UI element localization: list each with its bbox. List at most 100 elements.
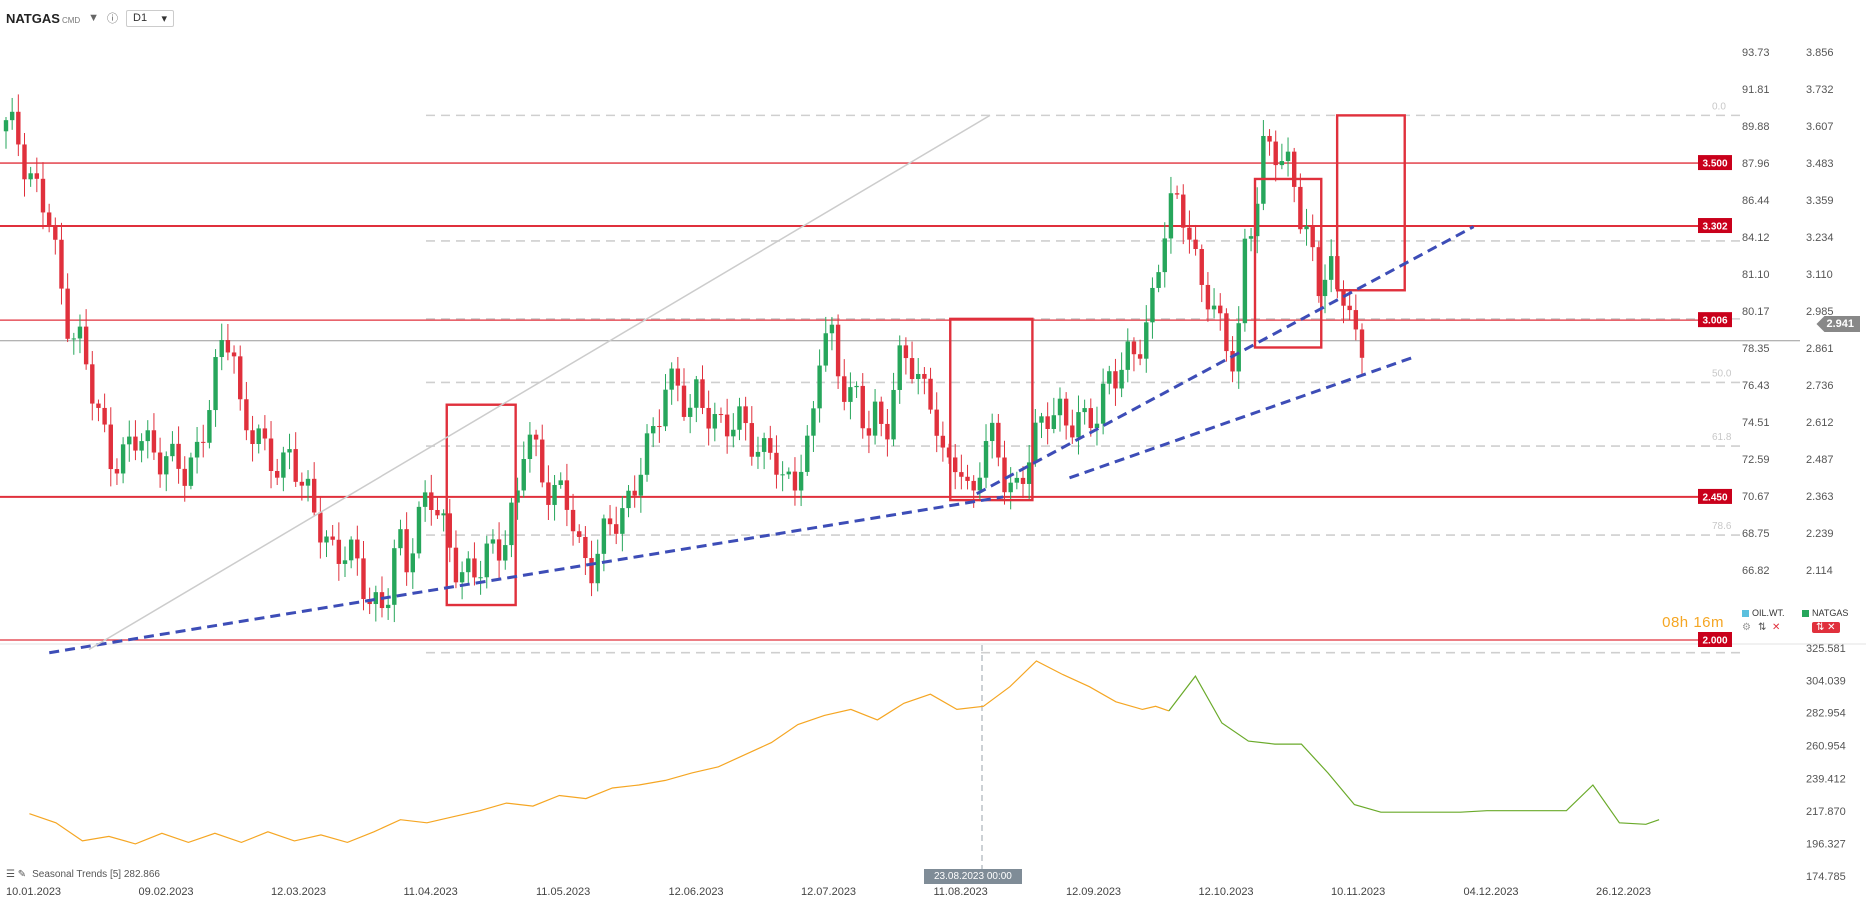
candle xyxy=(225,323,231,361)
candle-body xyxy=(829,324,835,334)
candle xyxy=(441,509,446,532)
candle xyxy=(552,474,557,521)
seasonal-label: Seasonal Trends [5] 282.866 xyxy=(32,869,160,880)
candle-body xyxy=(324,536,329,543)
candle xyxy=(533,429,539,457)
candle-body xyxy=(761,438,767,452)
legend-natgas[interactable]: NATGAS xyxy=(1802,608,1848,618)
candle xyxy=(860,373,865,439)
candle-body xyxy=(71,338,76,340)
candle xyxy=(595,539,600,592)
candle-body xyxy=(90,364,95,404)
secondary-axis-label: 70.67 xyxy=(1742,491,1770,503)
candle-body xyxy=(1205,284,1211,310)
candle xyxy=(724,398,730,454)
candle-body xyxy=(540,439,545,483)
candle xyxy=(1168,176,1174,254)
candle-body xyxy=(595,553,600,584)
candle-body xyxy=(3,120,9,132)
candle xyxy=(281,446,286,492)
candle xyxy=(1353,294,1359,341)
candle-body xyxy=(922,373,927,379)
candle-body xyxy=(1298,186,1303,230)
candle xyxy=(1144,305,1149,373)
candle xyxy=(102,393,107,433)
date-tick-label: 12.06.2023 xyxy=(669,886,724,898)
candle xyxy=(1199,244,1204,303)
candle-body xyxy=(1279,161,1285,166)
candle xyxy=(484,535,489,589)
candle xyxy=(496,522,502,579)
annotation-box-2 xyxy=(949,317,1034,502)
candle-body xyxy=(552,484,557,505)
candle-body xyxy=(311,478,317,513)
date-tick-label: 11.08.2023 xyxy=(934,886,988,898)
price-axis-label: 3.110 xyxy=(1806,269,1833,281)
candle xyxy=(903,337,909,375)
candle xyxy=(355,525,360,576)
seasonal-icon[interactable]: ☰ ✎ xyxy=(6,869,27,880)
candle xyxy=(133,420,138,461)
candle xyxy=(1267,129,1272,156)
candle xyxy=(392,539,397,623)
candle-body xyxy=(496,539,502,561)
symbol-name[interactable]: NATGAS xyxy=(6,10,60,26)
candle xyxy=(250,415,255,462)
candle-body xyxy=(244,399,249,431)
level-tag-text: 3.302 xyxy=(1702,222,1727,233)
candle xyxy=(835,314,841,389)
series-controls[interactable]: ⇅ ✕ xyxy=(1812,622,1840,633)
candle-body xyxy=(1039,416,1044,423)
sort-icon[interactable]: ⇅ xyxy=(1758,622,1767,633)
candle xyxy=(681,368,687,421)
candle-body xyxy=(1002,457,1007,493)
candle xyxy=(989,413,995,459)
exchange-label: CMD xyxy=(61,15,81,25)
candle xyxy=(1211,288,1217,319)
interval-select[interactable]: D1 ▾ xyxy=(126,9,175,27)
candle-body xyxy=(16,111,21,145)
candle xyxy=(515,477,520,520)
candle-body xyxy=(40,178,46,213)
candle xyxy=(823,316,828,372)
candle xyxy=(503,530,508,570)
info-icon[interactable]: ⓘ xyxy=(107,13,119,25)
legend-oil[interactable]: OIL.WT. xyxy=(1742,608,1785,618)
candle-body xyxy=(533,434,539,440)
candle-body xyxy=(515,490,520,503)
candle-body xyxy=(1119,369,1124,389)
candle xyxy=(336,522,342,581)
candle-body xyxy=(1162,238,1167,273)
candle xyxy=(318,496,323,559)
candle-body xyxy=(65,288,70,339)
candle-body xyxy=(774,452,779,475)
seasonal-axis-label: 239.412 xyxy=(1806,773,1846,785)
candle-body xyxy=(885,423,890,440)
candle xyxy=(946,443,952,464)
candle xyxy=(1076,395,1081,455)
candle xyxy=(965,464,970,490)
candle-body xyxy=(1020,477,1026,484)
candle xyxy=(1100,368,1106,435)
candle-body xyxy=(268,438,274,471)
candle-body xyxy=(842,376,847,402)
candle-body xyxy=(1008,482,1013,493)
caret-down-icon[interactable]: ▼ xyxy=(88,12,100,24)
settings-icon[interactable]: ⚙ xyxy=(1742,622,1751,633)
seasonal-axis-label: 325.581 xyxy=(1806,643,1846,655)
seasonal-axis-label: 304.039 xyxy=(1806,676,1846,688)
candle-body xyxy=(527,434,533,459)
candle xyxy=(151,413,157,460)
candle-body xyxy=(712,414,718,429)
close-icon[interactable]: ✕ xyxy=(1772,622,1781,633)
candle-body xyxy=(983,441,989,478)
candle-body xyxy=(731,429,736,437)
seasonal-axis-label: 174.785 xyxy=(1806,871,1846,883)
candle xyxy=(1261,120,1266,211)
candle-body xyxy=(145,430,150,442)
candle xyxy=(940,421,946,462)
seasonal-axis-label: 282.954 xyxy=(1806,707,1846,719)
candle-body xyxy=(798,471,804,491)
candle xyxy=(1033,408,1038,467)
